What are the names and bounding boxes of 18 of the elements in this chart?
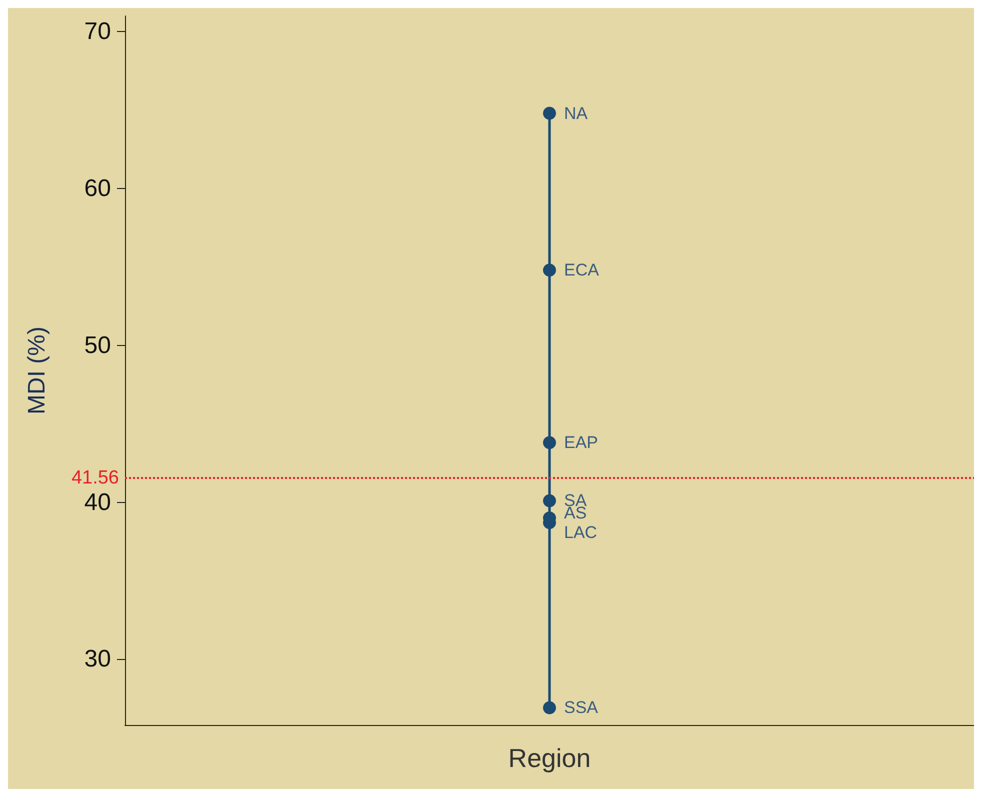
ref-line-label: 41.56: [71, 467, 119, 488]
y-tick-label: 40: [84, 488, 111, 516]
y-tick-label: 70: [84, 18, 111, 46]
point: [543, 436, 556, 450]
point: [543, 264, 556, 277]
data-label: SSA: [564, 698, 599, 718]
point: [543, 494, 556, 508]
data-label: EAP: [564, 433, 598, 452]
y-tick-label: 50: [84, 332, 111, 359]
data-label: ECA: [564, 260, 600, 280]
point: [543, 106, 556, 120]
data-label: LAC: [564, 523, 598, 542]
y-tick-label: 60: [84, 175, 111, 202]
point: [543, 701, 556, 714]
y-tick-label: 30: [84, 646, 111, 673]
x-tick-label: Region: [508, 743, 591, 773]
y-axis-title: MDI (%): [24, 326, 50, 414]
data-label: NA: [564, 104, 588, 123]
